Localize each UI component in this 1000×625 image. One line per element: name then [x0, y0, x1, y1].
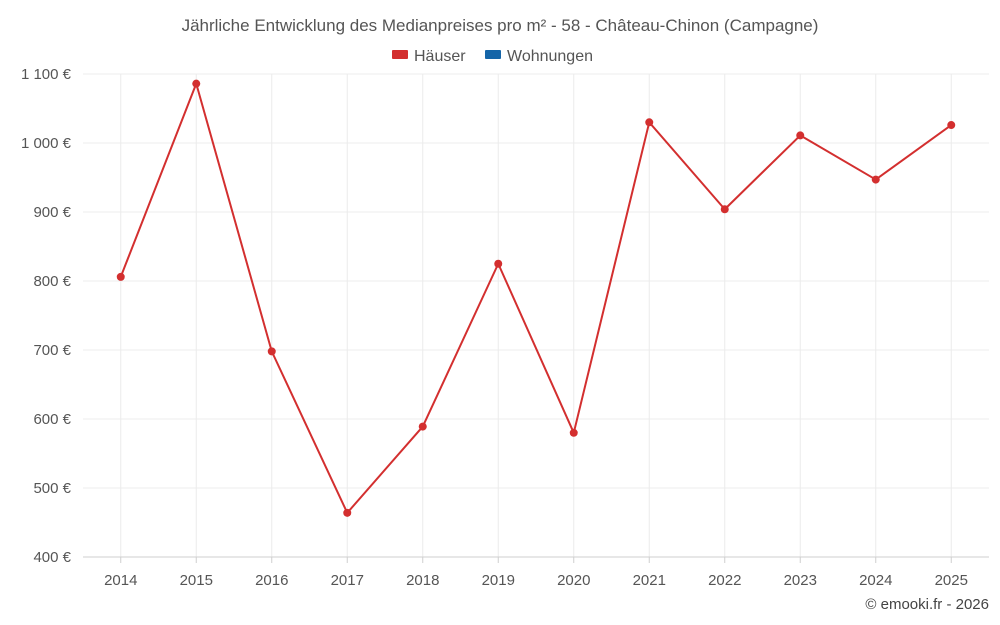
- x-tick-label: 2017: [331, 572, 364, 589]
- x-tick-label: 2020: [557, 572, 590, 589]
- data-point[interactable]: [116, 272, 125, 281]
- y-tick-label: 1 000 €: [21, 135, 72, 152]
- series-layer: [116, 79, 956, 517]
- legend-label: Wohnungen: [507, 48, 593, 65]
- legend-item[interactable]: Häuser: [392, 48, 466, 65]
- axes: 400 € 500 € 600 € 700 € 800 € 900 € 1 000 € 1 1…: [21, 66, 989, 589]
- legend-swatch: [392, 50, 408, 59]
- data-point[interactable]: [343, 508, 352, 517]
- grid: [83, 73, 989, 558]
- data-point[interactable]: [947, 121, 956, 130]
- y-tick-label: 500 €: [33, 480, 71, 497]
- x-tick-label: 2022: [708, 572, 741, 589]
- y-tick-label: 600 €: [33, 411, 71, 428]
- y-tick-label: 1 100 €: [21, 66, 72, 83]
- chart-title: Jährliche Entwicklung des Medianpreises …: [182, 16, 819, 35]
- x-tick-label: 2023: [784, 572, 817, 589]
- series-line: [119, 82, 952, 514]
- legend-label: Häuser: [414, 48, 466, 65]
- x-tick-label: 2018: [406, 572, 439, 589]
- data-point[interactable]: [418, 422, 427, 431]
- data-point[interactable]: [871, 175, 880, 184]
- x-tick-label: 2025: [935, 572, 968, 589]
- x-tick-label: 2021: [633, 572, 666, 589]
- data-point[interactable]: [192, 79, 201, 88]
- data-point[interactable]: [796, 131, 805, 140]
- x-tick-label: 2024: [859, 572, 892, 589]
- legend-item[interactable]: Wohnungen: [485, 48, 593, 65]
- data-point[interactable]: [494, 259, 503, 268]
- credit-text: © emooki.fr - 2026: [865, 596, 989, 613]
- data-point[interactable]: [267, 347, 276, 356]
- y-tick-label: 900 €: [33, 204, 71, 221]
- x-tick-label: 2019: [482, 572, 515, 589]
- y-tick-label: 700 €: [33, 342, 71, 359]
- data-point[interactable]: [645, 118, 654, 127]
- y-tick-label: 800 €: [33, 273, 71, 290]
- data-point[interactable]: [720, 205, 729, 214]
- x-tick-label: 2014: [104, 572, 137, 589]
- data-point[interactable]: [569, 428, 578, 437]
- legend-swatch: [485, 50, 501, 59]
- legend: Häuser Wohnungen: [392, 48, 593, 65]
- x-tick-label: 2016: [255, 572, 288, 589]
- x-tick-label: 2015: [180, 572, 213, 589]
- y-tick-label: 400 €: [33, 549, 71, 566]
